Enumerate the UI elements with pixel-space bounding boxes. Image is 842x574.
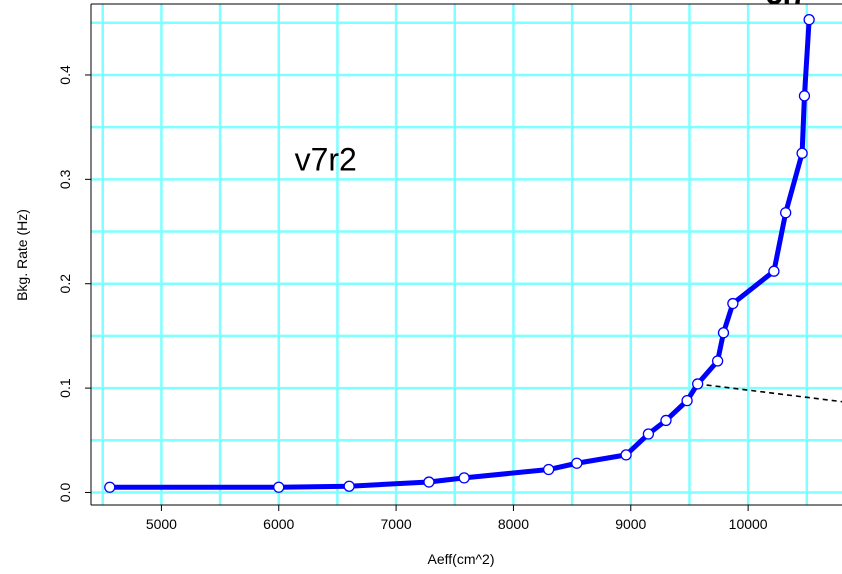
data-point-19 — [803, 14, 815, 26]
data-point-0 — [104, 481, 116, 493]
x-ticks: 5000 6000 7000 8000 9000 10000 — [146, 505, 768, 532]
x-tick-label-1: 6000 — [263, 516, 294, 532]
x-tick-label-5: 10000 — [729, 516, 768, 532]
x-tick-label-3: 8000 — [498, 516, 529, 532]
data-point-2 — [343, 480, 355, 492]
data-point-3 — [423, 476, 435, 488]
axes — [90, 3, 842, 506]
data-point-17 — [796, 147, 808, 159]
y-tick-label-0: 0.0 — [57, 483, 73, 503]
grid — [91, 4, 842, 505]
y-tick-label-4: 0.4 — [57, 65, 73, 85]
y-tick-label-3: 0.3 — [57, 169, 73, 189]
data-point-1 — [273, 481, 285, 493]
data-point-4 — [458, 472, 470, 484]
data-point-13 — [717, 327, 730, 339]
data-point-18 — [798, 90, 811, 102]
y-tick-label-1: 0.1 — [57, 378, 73, 398]
data-point-7 — [620, 449, 632, 461]
dashed-line — [697, 383, 842, 403]
x-tick-label-0: 5000 — [146, 516, 177, 532]
data-point-6 — [571, 457, 583, 469]
data-point-9 — [660, 414, 672, 427]
x-tick-label-4: 9000 — [615, 516, 646, 532]
data-point-16 — [780, 207, 792, 219]
y-axis-title: Bkg. Rate (Hz) — [14, 209, 30, 301]
x-axis-title: Aeff(cm^2) — [428, 551, 495, 567]
y-ticks: 0.0 0.1 0.2 0.3 0.4 — [57, 65, 91, 502]
data-point-10 — [681, 394, 693, 407]
x-tick-label-2: 7000 — [381, 516, 412, 532]
data-point-8 — [642, 428, 655, 440]
y-tick-label-2: 0.2 — [57, 274, 73, 294]
data-point-15 — [768, 265, 780, 277]
annotations: v7r2 5.7 — [295, 0, 808, 177]
data-point-14 — [727, 297, 739, 310]
data-point-11 — [692, 378, 704, 390]
annotation-v7r2: v7r2 — [295, 141, 357, 177]
data-point-5 — [542, 463, 555, 476]
data-point-12 — [711, 355, 724, 367]
annotation-top-value: 5.7 — [766, 0, 808, 11]
series-line — [107, 17, 812, 490]
series-layer — [104, 14, 842, 493]
